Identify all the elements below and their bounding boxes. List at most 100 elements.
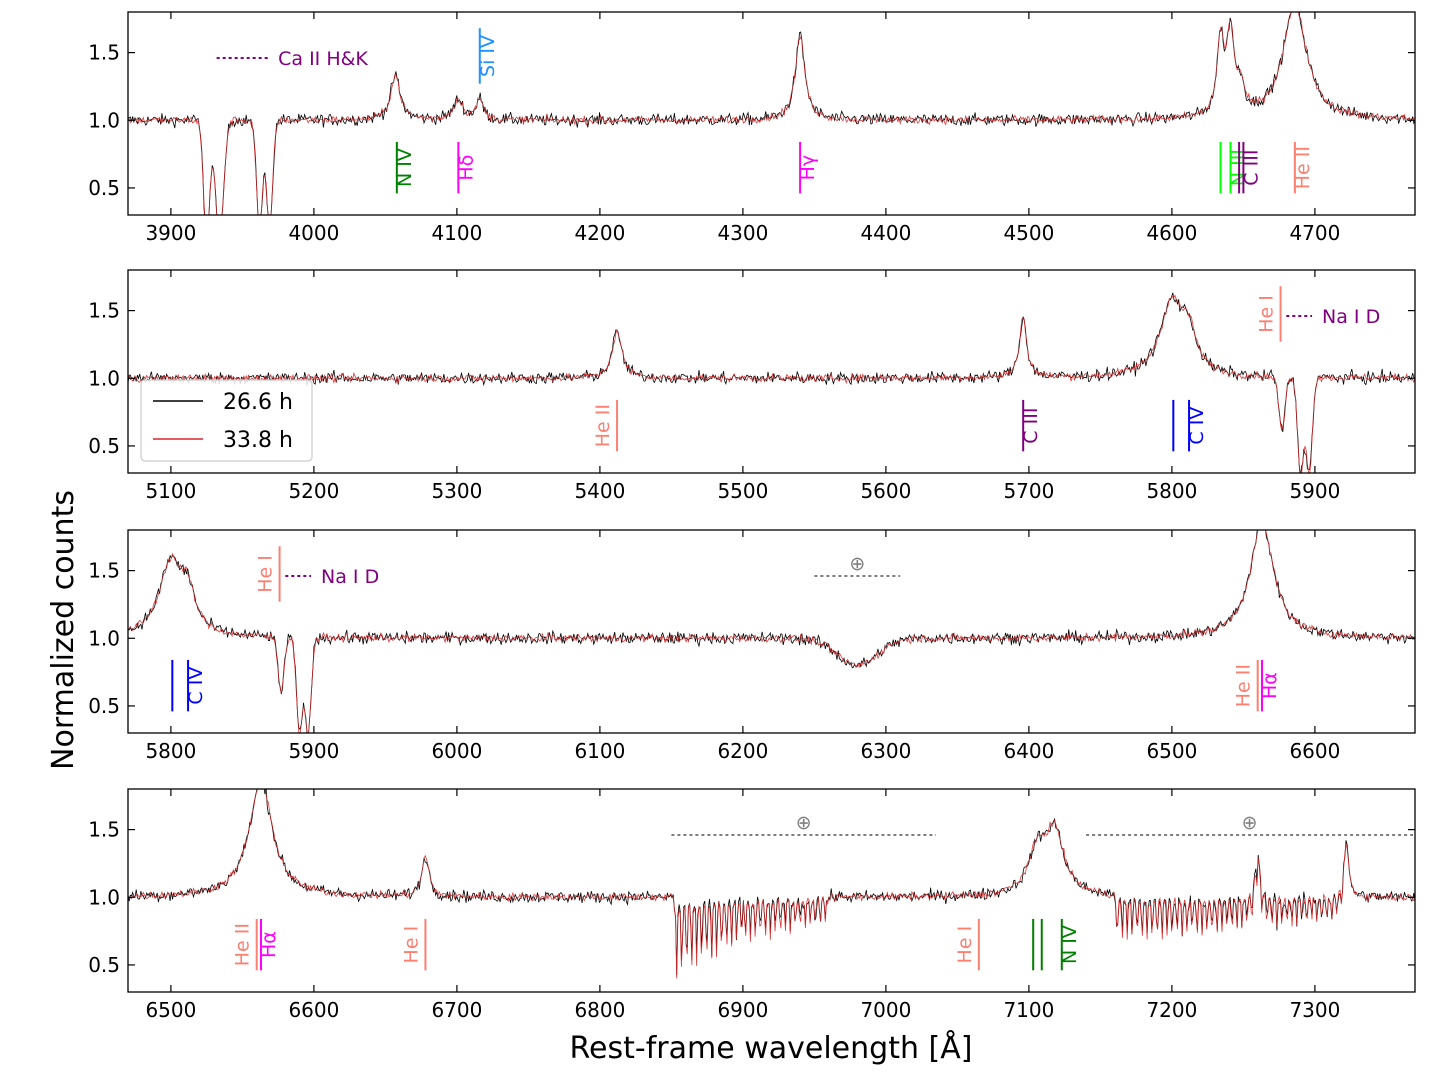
- x-tick-label: 6500: [1146, 739, 1197, 763]
- ion-label: Hγ: [797, 155, 819, 181]
- x-tick-label: 6300: [860, 739, 911, 763]
- ion-label: He II: [1292, 146, 1314, 189]
- spectrum-26-6h: [128, 292, 1415, 473]
- ion-label: He II: [1233, 664, 1255, 707]
- x-tick-label: 6600: [1289, 739, 1340, 763]
- ion-label: C III: [1240, 150, 1262, 186]
- x-tick-label: 4100: [431, 221, 482, 245]
- y-axis-title: Normalized counts: [46, 490, 81, 770]
- spectra: [128, 789, 1415, 979]
- y-tick-label: 1.5: [88, 559, 120, 583]
- x-tick-label: 6500: [145, 998, 196, 1022]
- y-tick-label: 0.5: [88, 694, 120, 718]
- ion-label: N IV: [394, 148, 416, 187]
- ion-marker: Hδ: [455, 141, 477, 194]
- x-tick-label: 6400: [1003, 739, 1054, 763]
- ion-label: He I: [954, 926, 976, 964]
- dotted-marker: Na I D: [285, 566, 379, 588]
- x-tick-label: 6700: [431, 998, 482, 1022]
- x-tick-label: 5900: [1289, 479, 1340, 503]
- ion-marker: Si IV: [477, 28, 499, 84]
- x-tick-label: 6000: [431, 739, 482, 763]
- ion-marker: Hα: [258, 918, 280, 971]
- y-tick-label: 0.5: [88, 176, 120, 200]
- x-tick-label: 6900: [717, 998, 768, 1022]
- x-tick-label: 5300: [431, 479, 482, 503]
- y-tick-label: 1.5: [88, 818, 120, 842]
- ion-marker: Hα: [1259, 659, 1281, 712]
- x-tick-label: 4200: [574, 221, 625, 245]
- x-tick-label: 5700: [1003, 479, 1054, 503]
- ion-marker: He II: [592, 399, 619, 452]
- ion-marker: He I: [400, 918, 427, 971]
- spectrum-33-8h: [128, 294, 1415, 473]
- y-tick-label: 1.0: [88, 885, 120, 909]
- x-tick-label: 3900: [145, 221, 196, 245]
- y-tick-label: 1.5: [88, 299, 120, 323]
- ion-label: He I: [400, 926, 422, 964]
- dotted-marker: ⊕: [814, 553, 901, 578]
- ion-label: Hδ: [455, 155, 477, 181]
- ion-label: He I: [1256, 295, 1278, 333]
- ion-label: Si IV: [477, 35, 499, 77]
- x-tick-label: 4500: [1003, 221, 1054, 245]
- ion-marker: He II: [1233, 659, 1259, 712]
- spectrum-33-8h: [128, 789, 1415, 979]
- telluric-label: ⊕: [796, 812, 812, 834]
- spectra: [128, 292, 1415, 473]
- x-tick-label: 5100: [145, 479, 196, 503]
- x-tick-label: 6600: [288, 998, 339, 1022]
- ion-label: C IV: [1186, 407, 1208, 445]
- legend: 26.6 h 33.8 h: [140, 379, 313, 462]
- ion-label: Hα: [1259, 672, 1281, 699]
- y-tick-label: 0.5: [88, 953, 120, 977]
- telluric-label: ⊕: [849, 553, 865, 575]
- y-tick-label: 1.0: [88, 366, 120, 390]
- ion-marker: He I: [1256, 286, 1282, 342]
- telluric-label: ⊕: [1242, 812, 1258, 834]
- panel-4: He II Hα He I He I N IV ⊕ ⊕ 6500 6600 6700 6800 690…: [88, 788, 1416, 1022]
- panel-frame: [127, 529, 1416, 734]
- x-tick-label: 5400: [574, 479, 625, 503]
- dotted-marker: Ca II H&K: [216, 48, 368, 70]
- x-tick-label: 4700: [1289, 221, 1340, 245]
- ion-label: He II: [232, 923, 254, 966]
- x-tick-label: 6200: [717, 739, 768, 763]
- ion-marker: Hγ: [797, 141, 819, 194]
- ion-label: C IV: [185, 667, 207, 705]
- x-axis-title: Rest-frame wavelength [Å]: [570, 1030, 973, 1066]
- dotted-label: Na I D: [1322, 306, 1380, 328]
- dotted-marker: ⊕: [671, 812, 936, 837]
- panel-3: C IV He II Hα He I Na I D ⊕ 5800 5900 6000 6100 62…: [88, 529, 1416, 763]
- ion-marker: He I: [255, 546, 281, 602]
- dotted-marker: Na I D: [1286, 306, 1380, 328]
- dotted-label: Na I D: [321, 566, 379, 588]
- dotted-label: Ca II H&K: [278, 48, 368, 70]
- spectrum-33-8h: [128, 530, 1415, 733]
- ion-marker: C IV: [171, 659, 207, 712]
- x-tick-label: 5900: [288, 739, 339, 763]
- y-tick-label: 1.0: [88, 108, 120, 132]
- x-tick-label: 4400: [860, 221, 911, 245]
- spectra: [128, 12, 1415, 215]
- ion-label: C III: [1020, 408, 1042, 444]
- x-tick-label: 5600: [860, 479, 911, 503]
- ion-marker: He II: [232, 918, 258, 971]
- ion-label: He I: [255, 555, 277, 593]
- ion-marker: N IV: [394, 141, 416, 194]
- legend-label: 26.6 h: [223, 390, 293, 415]
- spectrum-33-8h: [128, 12, 1415, 215]
- legend-label: 33.8 h: [223, 428, 293, 453]
- x-tick-label: 7300: [1289, 998, 1340, 1022]
- x-tick-label: 6800: [574, 998, 625, 1022]
- ion-marker: C III: [1238, 141, 1262, 194]
- ion-label: He II: [592, 404, 614, 447]
- dotted-marker: ⊕: [1086, 812, 1413, 837]
- y-tick-label: 1.0: [88, 626, 120, 650]
- x-tick-label: 4600: [1146, 221, 1197, 245]
- x-tick-label: 5800: [1146, 479, 1197, 503]
- x-tick-label: 7000: [860, 998, 911, 1022]
- ion-marker: He II: [1292, 141, 1314, 194]
